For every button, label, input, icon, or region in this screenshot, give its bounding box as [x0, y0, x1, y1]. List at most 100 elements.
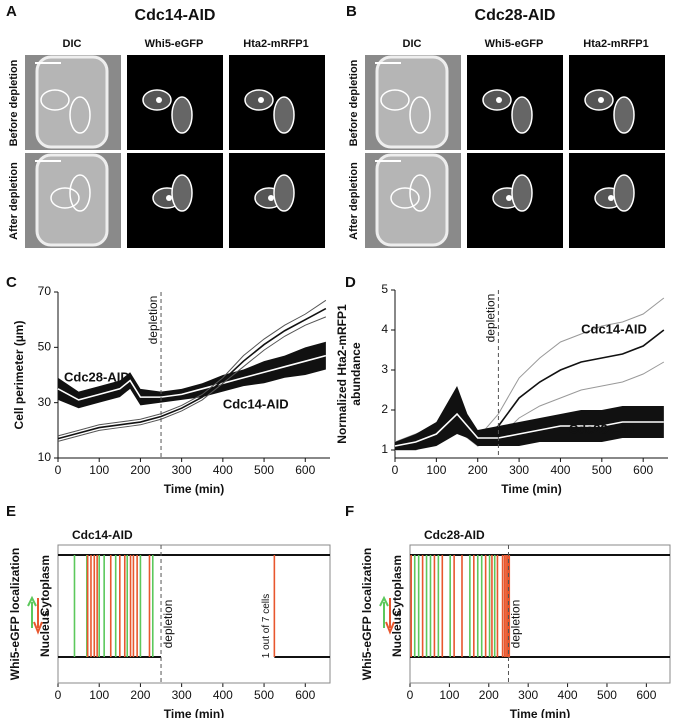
state-label: Cytoplasm: [390, 555, 404, 616]
x-tick-label: 200: [468, 463, 488, 477]
x-tick-label: 400: [213, 463, 233, 477]
y-tick-label: 50: [38, 340, 52, 354]
nucleus: [598, 97, 604, 103]
axes: [57, 292, 330, 459]
arrow-down: [385, 598, 395, 635]
cell-outline: [69, 96, 91, 134]
nucleus: [156, 97, 162, 103]
cell-outline: [409, 96, 431, 134]
x-tick-label: 600: [295, 688, 315, 702]
nucleus: [496, 97, 502, 103]
series-line: [394, 412, 664, 447]
x-tick-label: 600: [636, 688, 656, 702]
x-tick-label: 100: [426, 463, 446, 477]
row-label: After depletion: [348, 162, 360, 240]
x-tick-label: 300: [509, 463, 529, 477]
frame: [57, 544, 331, 684]
x-tick-label: 400: [550, 463, 570, 477]
nucleus: [608, 195, 614, 201]
y-axis-label: Normalized Hta2-mRFP1: [335, 304, 349, 444]
cell-outline: [171, 96, 193, 134]
chart-title: Cdc14-AID: [72, 528, 133, 542]
row-label: Before depletion: [348, 59, 360, 146]
y-tick-label: 2: [381, 402, 388, 416]
column-label: Hta2-mRFP1: [243, 38, 308, 50]
cell-outline: [69, 174, 91, 212]
nucleus: [258, 97, 264, 103]
x-axis-label: Time (min): [510, 707, 570, 718]
cell-outline: [390, 187, 420, 209]
x-tick-label: 200: [130, 688, 150, 702]
x-axis-label: Time (min): [164, 707, 224, 718]
panel-letter: D: [345, 274, 356, 291]
x-tick-label: 500: [254, 463, 274, 477]
series-label: Cdc14-AID: [223, 397, 289, 412]
cell-outline: [380, 89, 410, 111]
y-tick-label: 70: [38, 284, 52, 298]
arrow-up: [379, 595, 389, 628]
band: [395, 386, 664, 450]
x-tick-label: 100: [439, 688, 459, 702]
column-label: DIC: [403, 38, 422, 50]
x-tick-label: 100: [89, 463, 109, 477]
series-label: Cdc28-AID: [569, 421, 635, 436]
chamber: [35, 55, 109, 149]
depletion-label: depletion: [146, 296, 160, 345]
band-edge: [57, 316, 327, 442]
row-label: After depletion: [8, 162, 20, 240]
series-label: Cdc14-AID: [581, 321, 647, 336]
panel-letter: C: [6, 274, 17, 291]
y-tick-label: 10: [38, 450, 52, 464]
x-tick-label: 0: [392, 463, 399, 477]
y-tick-label: 5: [381, 282, 388, 296]
x-tick-label: 400: [213, 688, 233, 702]
depletion-label: depletion: [509, 600, 523, 649]
series-line: [57, 354, 327, 401]
x-tick-label: 200: [130, 463, 150, 477]
x-tick-label: 0: [55, 688, 62, 702]
cell-outline: [171, 174, 193, 212]
cell-outline: [273, 174, 295, 212]
column-label: Whi5-eGFP: [485, 38, 544, 50]
x-tick-label: 600: [295, 463, 315, 477]
arrow-down: [33, 598, 43, 635]
x-tick-label: 500: [597, 688, 617, 702]
panel-title: Cdc28-AID: [475, 7, 556, 24]
y-axis-label: Cell perimeter (µm): [12, 321, 26, 430]
x-tick-label: 500: [592, 463, 612, 477]
cell-outline: [511, 96, 533, 134]
y-axis-label: Whi5-eGFP localization: [360, 548, 374, 680]
x-axis-label: Time (min): [501, 482, 561, 496]
y-axis-label: abundance: [349, 342, 363, 406]
panel-letter: B: [346, 3, 357, 20]
x-tick-label: 600: [633, 463, 653, 477]
x-tick-label: 0: [55, 463, 62, 477]
state-label: Nucleus: [390, 610, 404, 657]
depletion-label: depletion: [484, 294, 498, 343]
y-tick-label: 4: [381, 322, 388, 336]
cell-outline: [409, 174, 431, 212]
state-label: Nucleus: [38, 610, 52, 657]
axes: [394, 290, 668, 459]
y-tick-label: 1: [381, 442, 388, 456]
note: 1 out of 7 cells: [261, 594, 272, 658]
series-label: Cdc28-AID: [64, 369, 130, 384]
band: [58, 341, 326, 409]
cell-outline: [40, 89, 70, 111]
panel-letter: F: [345, 503, 354, 520]
x-tick-label: 200: [479, 688, 499, 702]
chamber: [375, 55, 449, 149]
x-tick-label: 300: [172, 688, 192, 702]
y-axis-label: Whi5-eGFP localization: [8, 548, 22, 680]
x-tick-label: 0: [407, 688, 414, 702]
nucleus: [506, 195, 512, 201]
chamber: [375, 153, 449, 247]
cell-outline: [613, 96, 635, 134]
series-line: [57, 307, 327, 440]
x-tick-label: 500: [254, 688, 274, 702]
nucleus: [166, 195, 172, 201]
state-label: Cytoplasm: [38, 555, 52, 616]
y-tick-label: 3: [381, 362, 388, 376]
column-label: Hta2-mRFP1: [583, 38, 648, 50]
